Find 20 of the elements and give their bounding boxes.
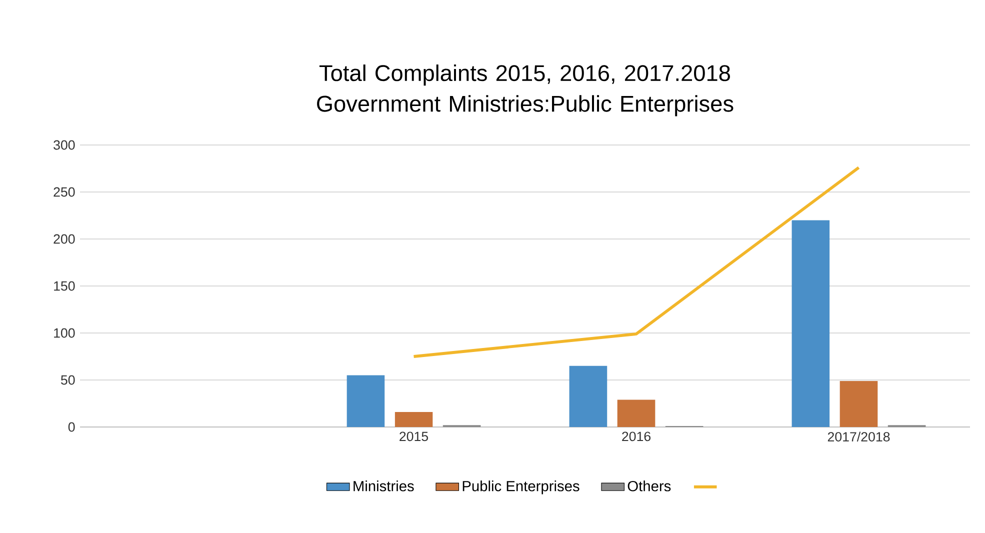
- y-tick-label: 150: [54, 281, 75, 291]
- bar: [394, 412, 433, 427]
- chart-title: Total Complaints 2015, 2016, 2017.2018 Government Ministries:Public Enterprises: [317, 64, 734, 116]
- bar: [569, 366, 608, 427]
- legend-label: Others: [628, 480, 671, 492]
- bar: [617, 400, 656, 427]
- y-tick-label: 100: [54, 328, 75, 338]
- y-tick-label: 250: [54, 187, 75, 197]
- bar: [346, 375, 385, 427]
- legend-label: Public Enterprises: [462, 480, 580, 494]
- x-tick-label: 2015: [400, 432, 428, 442]
- y-tick-label: 0: [68, 422, 75, 432]
- x-tick-label: 2017/2018: [828, 432, 890, 442]
- bar: [792, 220, 830, 427]
- legend-label: Ministries: [354, 480, 414, 492]
- bar: [840, 380, 878, 427]
- x-tick-label: 2016: [622, 432, 651, 442]
- y-tick-label: 50: [61, 375, 75, 385]
- y-tick-label: 200: [54, 234, 75, 244]
- y-tick-label: 300: [54, 140, 75, 150]
